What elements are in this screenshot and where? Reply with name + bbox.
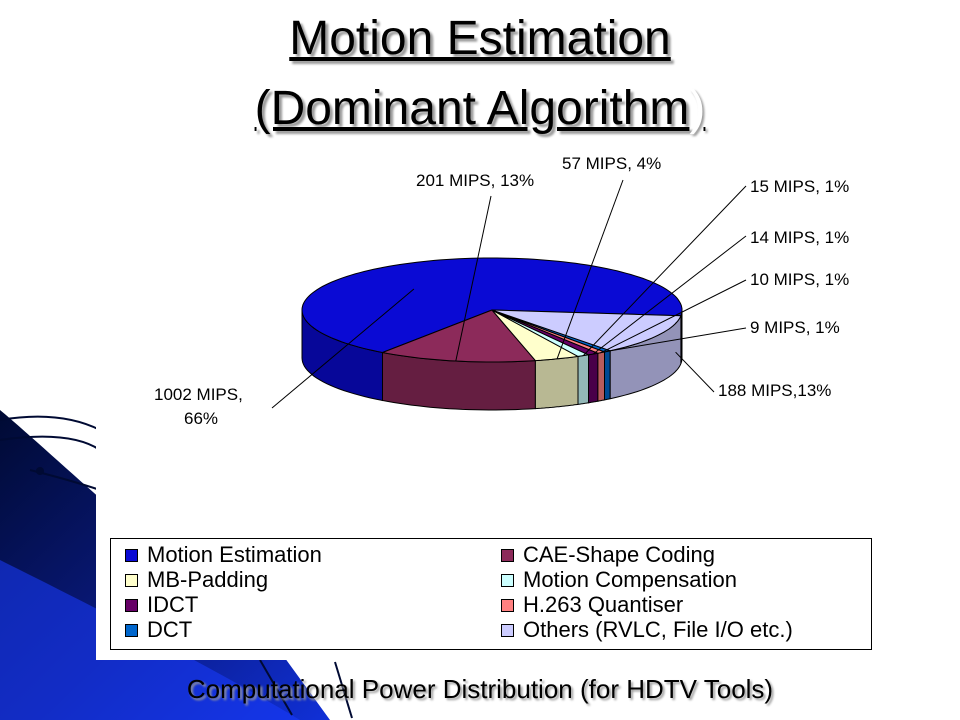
pie-slice-motion-estimation [301, 257, 683, 354]
pie-side-dct [604, 350, 611, 401]
pie-side-walls [301, 309, 683, 411]
legend-label-h-263-quantiser: H.263 Quantiser [523, 592, 684, 617]
legend-swatch-mb-padding [125, 574, 138, 587]
legend-swatch-idct [125, 599, 138, 612]
legend-label-others-rvlc-file-i-o-etc: Others (RVLC, File I/O etc.) [523, 617, 793, 642]
legend-label-cae-shape-coding: CAE-Shape Coding [523, 542, 716, 567]
callout-leader-h-263-quantiser [600, 279, 747, 354]
pie-chart: 1002 MIPS, 66% 201 MIPS, 13% 57 MIPS, 4% 15 … [154, 154, 849, 428]
legend-label-idct: IDCT [147, 592, 199, 617]
legend-label-motion-compensation: Motion Compensation [523, 567, 738, 592]
slide-title-line-2: (Dominant Algorithm) [0, 82, 960, 136]
callout-leader-cae-shape-coding [455, 195, 492, 362]
legend-swatch-dct [125, 624, 138, 637]
slide-title-line-2-text: (Dominant Algorithm [254, 82, 690, 135]
callout-leader-mb-padding [556, 179, 624, 359]
callout-label-idct: 14 MIPS, 1% [750, 228, 849, 247]
legend-label-dct: DCT [147, 617, 193, 642]
pie-side-idct [588, 352, 599, 404]
legend-swatch-h-263-quantiser [501, 599, 514, 612]
legend-swatch-motion-estimation [125, 549, 138, 562]
slide-title-closing-paren: ) [689, 82, 706, 135]
pie-side-h-263-quantiser [597, 351, 605, 402]
callout-label-h-263-quantiser: 10 MIPS, 1% [750, 270, 849, 289]
legend-label-motion-estimation: Motion Estimation [147, 542, 322, 567]
chart-caption: Computational Power Distribution (for HD… [186, 674, 774, 704]
chart-legend: Motion Estimation MB-Padding IDCT DCT CAE-Sh… [110, 538, 872, 650]
callout-leader-others-rvlc-file-i-o-etc [675, 351, 715, 393]
chart-panel: 1002 MIPS, 66% 201 MIPS, 13% 57 MIPS, 4% 15 … [96, 150, 896, 660]
pie-side-mb-padding [534, 355, 579, 410]
callout-leader-motion-compensation [582, 185, 747, 356]
callout-leader-motion-estimation [271, 288, 415, 409]
callout-label-motion-estimation: 1002 MIPS, 66% [154, 385, 243, 428]
legend-label-mb-padding: MB-Padding [147, 567, 269, 592]
callout-leader-dct [607, 327, 747, 352]
legend-swatch-cae-shape-coding [501, 549, 514, 562]
callout-leader-idct [592, 235, 747, 355]
callout-label-others-rvlc-file-i-o-etc: 188 MIPS,13% [718, 381, 831, 400]
callout-label-dct: 9 MIPS, 1% [750, 318, 840, 337]
legend-swatch-others-rvlc-file-i-o-etc [501, 624, 514, 637]
callout-label-motion-compensation: 15 MIPS, 1% [750, 177, 849, 196]
legend-swatch-motion-compensation [501, 574, 514, 587]
pie-slice-others-rvlc-file-i-o-etc [491, 309, 682, 352]
callout-label-mb-padding: 57 MIPS, 4% [562, 154, 661, 173]
slide-title-line-1: Motion Estimation [289, 12, 671, 65]
pie-side-motion-compensation [577, 354, 589, 406]
pie-slices [301, 257, 683, 363]
callout-label-cae-shape-coding: 201 MIPS, 13% [416, 171, 534, 190]
pie-callouts: 1002 MIPS, 66% 201 MIPS, 13% 57 MIPS, 4% 15 … [154, 154, 849, 428]
